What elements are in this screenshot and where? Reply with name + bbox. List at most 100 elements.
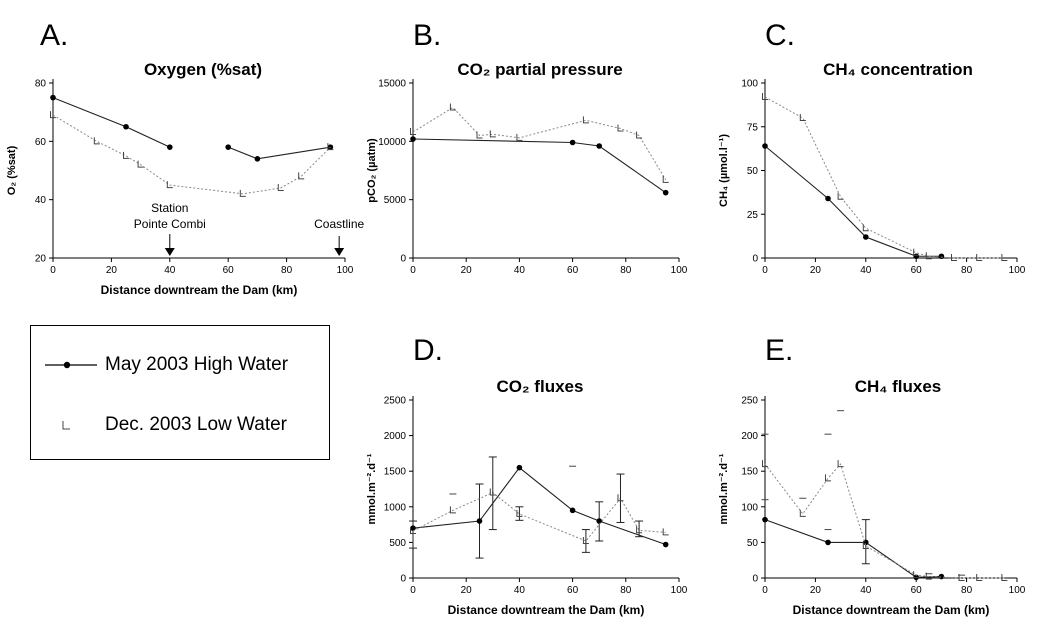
data-point [636,131,643,139]
x-tick-label: 40 [860,585,872,596]
data-point [762,460,768,468]
y-tick-label: 100 [741,79,758,90]
data-point [123,151,129,159]
y-tick-label: 50 [747,166,759,177]
series-line [764,145,942,257]
data-point [662,175,669,183]
legend-label-dec: Dec. 2003 Low Water [105,414,287,435]
data-point [225,144,231,150]
x-tick-label: 80 [961,585,973,596]
y-tick-label: 100 [741,502,758,513]
data-point [938,573,945,580]
x-tick-label: 100 [1009,585,1026,596]
data-point [837,192,844,200]
y-axis-label: CH₄ (µmol.l⁻¹) [718,134,730,207]
data-point [958,574,965,581]
data-point [569,139,576,146]
x-tick-label: 0 [50,265,56,276]
y-axis-label: mmol.m⁻².d⁻¹ [718,453,730,524]
series-line [412,491,666,542]
y-tick-label: 15000 [378,79,406,90]
data-point [410,136,416,142]
data-point [799,114,806,121]
data-point [489,130,496,138]
series-may [410,136,669,196]
data-point [825,195,831,202]
data-point [516,464,523,471]
panel-letter: D. [413,334,443,367]
y-tick-label: 50 [747,538,759,549]
x-tick-label: 100 [337,265,354,276]
y-tick-label: 0 [752,254,758,265]
x-tick-label: 80 [620,585,632,596]
y-tick-label: 60 [35,137,47,148]
x-tick-label: 0 [762,585,768,596]
chart-c: C. CH₄ concentration 0 20 40 60 80 100 0 25 50 75 10… [718,19,1026,276]
x-axis-label: Distance downtream the Dam (km) [448,603,645,617]
data-point [662,528,669,536]
data-point [617,124,624,132]
y-axis-label: mmol.m⁻².d⁻¹ [366,453,378,524]
data-point [50,94,56,101]
data-point [925,252,932,260]
x-tick-label: 20 [810,265,822,276]
data-point [277,184,284,191]
data-point [662,189,669,196]
x-tick-label: 100 [671,585,688,596]
y-tick-label: 40 [35,195,47,206]
x-tick-label: 80 [620,265,632,276]
x-axis-label: Distance downtream the Dam (km) [101,283,298,297]
data-point [1001,574,1008,581]
series-line [412,138,667,194]
data-point [410,527,416,535]
x-tick-label: 80 [961,265,973,276]
y-tick-label: 1500 [384,467,407,478]
data-point [862,541,869,549]
data-point [93,137,100,145]
x-tick-label: 20 [106,265,118,276]
data-point [239,189,246,197]
data-point [825,539,831,546]
series-may [762,516,945,581]
y-tick-label: 5000 [384,195,407,206]
data-point [327,143,334,151]
legend-swatch-may [45,355,97,375]
panel-letter: B. [413,19,441,52]
series-may [409,464,669,559]
x-tick-label: 40 [860,265,872,276]
data-point [123,123,129,130]
x-tick-label: 20 [810,585,822,596]
x-tick-label: 100 [671,265,688,276]
y-tick-label: 1000 [384,502,407,513]
data-point [938,253,945,260]
y-tick-label: 80 [35,79,47,90]
data-point [762,93,768,100]
data-point [476,131,483,139]
data-point [1001,254,1008,261]
y-tick-label: 20 [35,254,47,265]
y-tick-label: 250 [741,396,758,407]
y-tick-label: 75 [747,122,759,133]
data-point [925,572,932,580]
data-point [489,488,496,496]
data-point [825,474,831,482]
series-line [412,106,667,181]
data-point [863,234,869,240]
annotation-label: Coastline [314,217,364,231]
data-point [476,518,483,524]
data-point [449,506,456,514]
annotation-label: Station [151,201,188,215]
chart-title: CH₄ concentration [823,60,973,79]
chart-b: B. CO₂ partial pressure 0 20 40 60 80 100 0 5000 1… [366,19,688,276]
data-point [254,156,261,162]
y-tick-label: 150 [741,467,758,478]
legend-item-may: May 2003 High Water [45,354,288,376]
x-tick-label: 40 [514,585,526,596]
legend-item-dec: Dec. 2003 Low Water [45,414,287,436]
legend-label-may: May 2003 High Water [105,354,289,375]
data-point [410,525,416,531]
data-point [762,143,768,149]
series-may [762,143,945,260]
series-line [764,463,1005,579]
panel-letter: A. [40,19,68,52]
